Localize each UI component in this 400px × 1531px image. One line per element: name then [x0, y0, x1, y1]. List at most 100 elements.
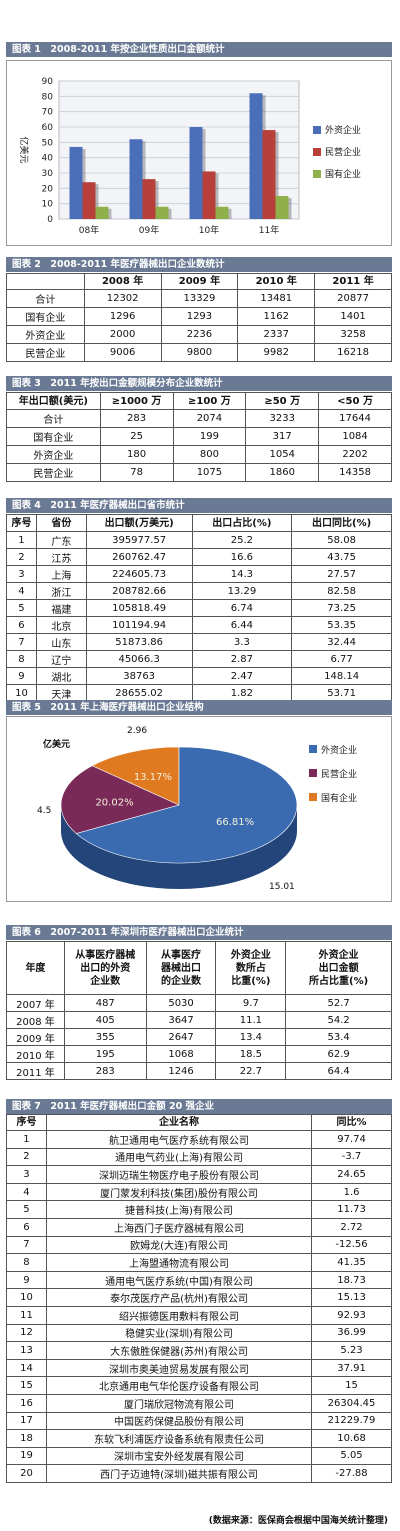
table-cell: 5.23	[311, 1341, 392, 1360]
table-cell: 82.58	[291, 582, 392, 600]
legend-label: 国有企业	[325, 168, 361, 180]
table-row: 7 山东 51873.86 3.3 32.44	[6, 633, 392, 651]
table-cell: 18.5	[215, 1045, 287, 1063]
table-cell: 欧姆龙(大连)有限公司	[45, 1235, 313, 1255]
y-tick-label: 50	[42, 138, 54, 148]
table-row: 12 稳健实业(深圳)有限公司 36.99	[6, 1323, 392, 1343]
table4: 序号 省份 出口额(万美元) 出口占比(%) 出口同比(%) 1 广东 395977.57 25…	[6, 514, 392, 702]
chart5-frame: 13.17% 20.02% 66.81% 亿美元 15.01 4.5 2.96 外资企业 民营企…	[6, 716, 392, 902]
table-cell: -27.88	[311, 1464, 392, 1483]
table-row: 2009 年 355 2647 13.4 53.4	[6, 1028, 392, 1046]
bar-shadow	[108, 208, 112, 219]
table-cell: 9	[6, 1270, 47, 1290]
table-cell: 民营企业	[6, 463, 101, 482]
table-cell: 10.68	[311, 1429, 392, 1448]
table-cell: 2010 年	[6, 1045, 65, 1063]
table-cell: 2.47	[191, 667, 293, 685]
table-row: 8 辽宁 45066.3 2.87 6.77	[6, 650, 392, 668]
table-cell: 26304.45	[311, 1393, 392, 1413]
table-cell: 8	[6, 650, 37, 668]
table-cell: 62.9	[285, 1045, 392, 1063]
table-row: 民营企业 78 1075 1860 14358	[6, 463, 392, 482]
table-cell: 山东	[35, 633, 87, 651]
table-row: 9 湖北 38763 2.47 148.14	[6, 667, 392, 685]
table-row: 7 欧姆龙(大连)有限公司 -12.56	[6, 1235, 392, 1255]
table-cell: 外资企业	[6, 325, 85, 344]
table-row: 9 通用电气医疗系统(中国)有限公司 18.73	[6, 1270, 392, 1290]
table-cell: 国有企业	[6, 307, 85, 326]
legend-swatch	[309, 793, 317, 801]
table-cell: 厦门瑞欣冠物流有限公司	[45, 1393, 313, 1413]
table-cell: 7	[6, 633, 37, 651]
table-cell: 合计	[6, 409, 101, 428]
table-header-row: 序号 企业名称 同比%	[6, 1114, 392, 1131]
bar-shadow	[215, 173, 219, 219]
table-cell: 10	[6, 1288, 47, 1307]
table-cell: 36.99	[311, 1323, 392, 1343]
bar-shadow	[168, 208, 172, 219]
table-cell: 18	[6, 1429, 47, 1448]
table-cell: 1293	[160, 307, 239, 326]
table-cell: 2011 年	[6, 1062, 65, 1080]
table-cell: 199	[172, 427, 247, 446]
table-cell: 32.44	[291, 633, 392, 651]
table-cell: 17644	[318, 409, 392, 428]
table-cell: 通用电气药业(上海)有限公司	[45, 1147, 313, 1167]
table-cell: 15.13	[311, 1288, 392, 1307]
table-cell: 福建	[35, 599, 87, 617]
legend-swatch	[313, 126, 321, 134]
table-cell: 合计	[6, 289, 85, 308]
table-row: 2 通用电气药业(上海)有限公司 -3.7	[6, 1147, 392, 1167]
y-tick-label: 80	[42, 92, 54, 102]
table-cell: 广东	[35, 531, 87, 549]
table-cell: 上海盟通物流有限公司	[45, 1253, 313, 1272]
table7-title: 图表 7 2011 年医疗器械出口金额 20 强企业	[6, 1099, 392, 1114]
table-cell: 国有企业	[6, 427, 101, 446]
table-cell: 11	[6, 1305, 47, 1325]
table-cell: 101194.94	[85, 616, 193, 634]
table-cell: 3258	[314, 325, 392, 344]
table-cell: 2647	[145, 1028, 217, 1046]
table-cell: 北京通用电气华伦医疗设备有限公司	[45, 1376, 313, 1395]
table-cell: 16	[6, 1393, 47, 1413]
bar	[262, 130, 276, 219]
table-cell: 3.3	[191, 633, 293, 651]
column-header: 年度	[6, 941, 65, 995]
table-cell: 2074	[172, 409, 247, 428]
table-cell: 浙江	[35, 582, 87, 600]
table-cell: 395977.57	[85, 531, 193, 549]
table-cell: 355	[63, 1028, 147, 1046]
table-cell: 16218	[314, 343, 392, 362]
bar	[215, 206, 229, 219]
table-cell: 9	[6, 667, 37, 685]
x-tick-label: 08年	[79, 224, 99, 236]
table-cell: -12.56	[311, 1235, 392, 1255]
table-cell: 6.44	[191, 616, 293, 634]
table-cell: 52.7	[285, 994, 392, 1012]
table-cell: 2337	[237, 325, 316, 344]
bar-shadow	[95, 184, 99, 219]
table-cell: 外资企业	[6, 445, 101, 464]
table-cell: 4	[6, 1182, 47, 1202]
column-header: <50 万	[318, 392, 392, 410]
table-cell: 通用电气医疗系统(中国)有限公司	[45, 1270, 313, 1290]
table-header-row: 年度 从事医疗器械 出口的外资 企业数 从事医疗 器械出口 的企业数 外资企业 数所占…	[6, 941, 392, 995]
table-cell: 大东傲胜保健器(苏州)有限公司	[45, 1341, 313, 1360]
table-row: 2 江苏 260762.47 16.6 43.75	[6, 548, 392, 566]
table-cell: 5.05	[311, 1446, 392, 1466]
pie-percent-label: 13.17%	[134, 772, 172, 783]
chart1-title: 图表 1 2008-2011 年按企业性质出口金额统计	[6, 42, 392, 57]
pie-side	[61, 805, 297, 889]
table-row: 20 西门子迈迪特(深圳)磁共振有限公司 -27.88	[6, 1464, 392, 1483]
table-cell: 7	[6, 1235, 47, 1255]
table-cell: 2	[6, 548, 37, 566]
table-cell: 5	[6, 599, 37, 617]
table-cell: 9.7	[215, 994, 287, 1012]
table-cell: 深圳市奥美迪贸易发展有限公司	[45, 1358, 313, 1378]
table6-title: 图表 6 2007-2011 年深圳市医疗器械出口企业统计	[6, 925, 392, 940]
pie-value-label: 4.5	[37, 806, 51, 816]
table-cell: 9982	[237, 343, 316, 362]
table-row: 10 泰尔茂医疗产品(杭州)有限公司 15.13	[6, 1288, 392, 1307]
table-cell: 西门子迈迪特(深圳)磁共振有限公司	[45, 1464, 313, 1483]
pie-percent-label: 20.02%	[95, 797, 133, 808]
